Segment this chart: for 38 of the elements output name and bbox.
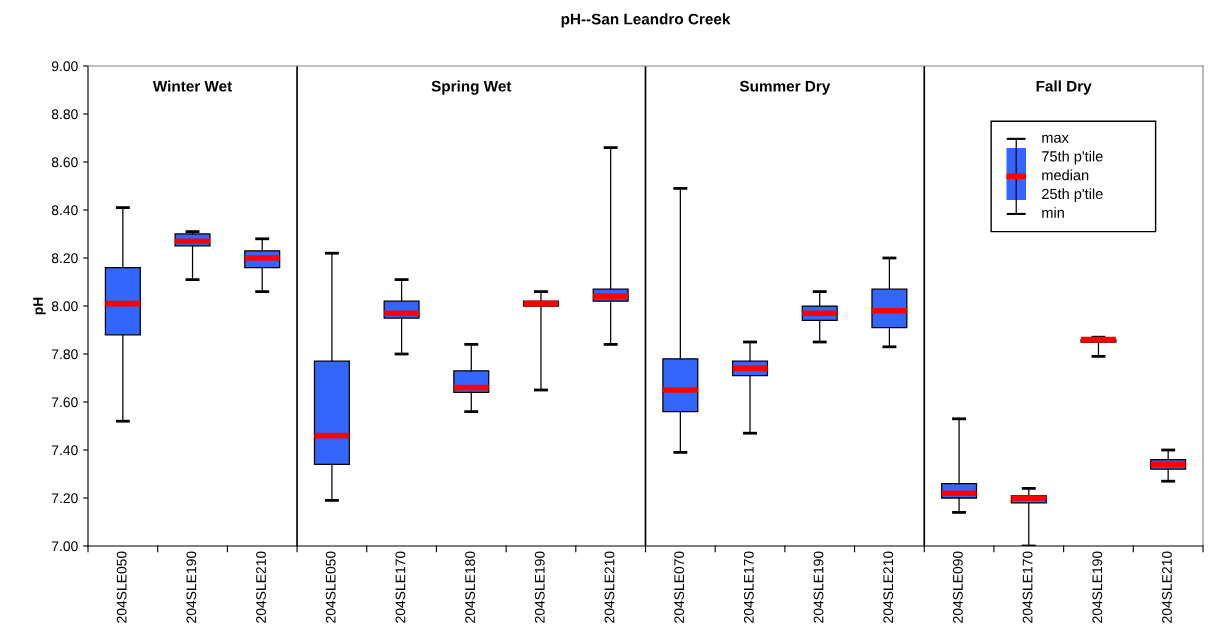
x-tick-label: 204SLE050 (116, 551, 127, 623)
y-tick-label: 8.60 (51, 157, 78, 168)
x-tick-label: 204SLE190 (534, 551, 545, 623)
x-tick-label: 204SLE190 (813, 551, 824, 623)
x-tick-label: 204SLE210 (604, 551, 615, 623)
y-axis-title: pH (33, 297, 46, 315)
y-tick-label: 8.20 (51, 253, 78, 264)
y-tick-label: 7.20 (51, 493, 78, 504)
x-tick-label: 204SLE180 (465, 551, 476, 623)
annotation: 25th p'tile (1042, 188, 1103, 202)
x-tick-label: 204SLE170 (395, 551, 406, 623)
annotation: median (1042, 169, 1089, 181)
annotation: min (1042, 207, 1064, 218)
y-tick-label: 8.80 (51, 109, 78, 120)
x-tick-label: 204SLE210 (883, 551, 894, 623)
x-tick-label: 204SLE090 (952, 551, 963, 623)
y-tick-label: 8.40 (51, 205, 78, 216)
chart-title: pH--San Leandro Creek (561, 13, 731, 28)
y-tick-label: 7.60 (51, 397, 78, 408)
x-tick-label: 204SLE210 (256, 551, 266, 623)
x-tick-label: 204SLE070 (674, 551, 685, 623)
x-tick-label: 204SLE190 (1092, 551, 1103, 623)
annotation: Summer Dry (739, 80, 831, 95)
x-tick-label: 204SLE170 (1022, 551, 1033, 623)
y-tick-label: 8.00 (51, 301, 78, 312)
y-tick-label: 7.80 (51, 349, 78, 360)
y-tick-label: 7.00 (51, 541, 78, 552)
annotation: Spring Wet (431, 80, 512, 95)
y-tick-label: 9.00 (51, 61, 78, 72)
annotation: Fall Dry (1036, 80, 1092, 95)
annotation: max (1042, 134, 1069, 143)
y-tick-label: 7.40 (51, 445, 78, 456)
annotation: Winter Wet (152, 80, 233, 92)
x-tick-label: 204SLE210 (1162, 551, 1172, 623)
annotation: 75th p'tile (1042, 150, 1103, 165)
x-tick-label: 204SLE170 (743, 551, 754, 623)
x-tick-label: 204SLE050 (325, 551, 336, 623)
x-tick-label: 204SLE190 (186, 551, 197, 623)
